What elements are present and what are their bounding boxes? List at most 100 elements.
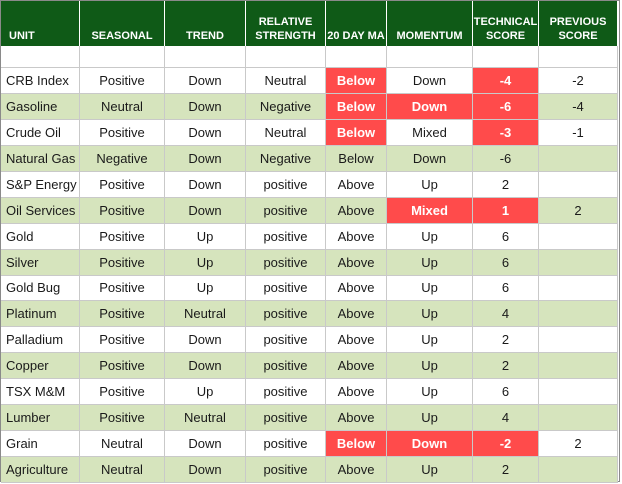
cell-unit: Crude Oil (1, 119, 80, 146)
cell-momentum: Up (387, 275, 473, 302)
cell-previous-score (539, 301, 618, 328)
cell-trend: Up (165, 249, 246, 276)
cell-technical-score: 4 (473, 405, 539, 432)
cell-seasonal: Positive (80, 249, 165, 276)
cell-previous-score: -1 (539, 119, 618, 146)
cell-trend: Down (165, 93, 246, 120)
cell-relative-strength: Negative (246, 93, 326, 120)
cell-previous-score (539, 457, 618, 483)
cell-seasonal: Positive (80, 327, 165, 354)
cell-unit: Agriculture (1, 457, 80, 483)
cell-momentum: Up (387, 301, 473, 328)
cell-previous-score (539, 353, 618, 380)
cell-unit: Grain (1, 431, 80, 458)
cell-trend: Down (165, 327, 246, 354)
cell-previous-score: -4 (539, 93, 618, 120)
cell-previous-score (539, 327, 618, 354)
cell-20-day-ma: Below (326, 93, 387, 120)
cell-technical-score: 2 (473, 171, 539, 198)
cell-technical-score: -6 (473, 145, 539, 172)
column-header-trend: TREND (165, 1, 246, 46)
cell-trend: Down (165, 457, 246, 483)
cell-previous-score (539, 223, 618, 250)
cell-20-day-ma: Below (326, 145, 387, 172)
cell-technical-score: 1 (473, 197, 539, 224)
cell-unit: Natural Gas (1, 145, 80, 172)
header-spacer (246, 46, 326, 68)
cell-technical-score: -3 (473, 119, 539, 146)
cell-unit: TSX M&M (1, 379, 80, 406)
cell-unit: Palladium (1, 327, 80, 354)
cell-technical-score: 2 (473, 353, 539, 380)
cell-20-day-ma: Above (326, 249, 387, 276)
cell-trend: Down (165, 145, 246, 172)
cell-trend: Down (165, 119, 246, 146)
cell-relative-strength: positive (246, 223, 326, 250)
cell-trend: Up (165, 379, 246, 406)
cell-seasonal: Neutral (80, 93, 165, 120)
cell-relative-strength: positive (246, 327, 326, 354)
cell-trend: Down (165, 197, 246, 224)
cell-momentum: Up (387, 457, 473, 483)
cell-20-day-ma: Above (326, 223, 387, 250)
cell-seasonal: Positive (80, 119, 165, 146)
cell-momentum: Up (387, 353, 473, 380)
cell-previous-score: 2 (539, 197, 618, 224)
cell-relative-strength: positive (246, 431, 326, 458)
cell-momentum: Down (387, 431, 473, 458)
cell-relative-strength: Neutral (246, 119, 326, 146)
cell-20-day-ma: Above (326, 275, 387, 302)
column-header-20-day-ma: 20 DAY MA (326, 1, 387, 46)
cell-previous-score: -2 (539, 68, 618, 94)
cell-technical-score: 2 (473, 457, 539, 483)
cell-momentum: Up (387, 171, 473, 198)
cell-relative-strength: positive (246, 405, 326, 432)
cell-technical-score: 6 (473, 275, 539, 302)
cell-seasonal: Neutral (80, 457, 165, 483)
cell-previous-score (539, 405, 618, 432)
cell-seasonal: Positive (80, 171, 165, 198)
cell-trend: Up (165, 275, 246, 302)
column-header-technical-score: TECHNICAL SCORE (473, 1, 539, 46)
cell-20-day-ma: Above (326, 327, 387, 354)
cell-previous-score (539, 145, 618, 172)
cell-20-day-ma: Below (326, 119, 387, 146)
cell-relative-strength: positive (246, 249, 326, 276)
header-spacer (473, 46, 539, 68)
cell-previous-score (539, 379, 618, 406)
cell-20-day-ma: Above (326, 379, 387, 406)
cell-technical-score: 6 (473, 223, 539, 250)
cell-trend: Neutral (165, 405, 246, 432)
cell-relative-strength: positive (246, 171, 326, 198)
column-header-previous-score: PREVIOUS SCORE (539, 1, 618, 46)
cell-trend: Down (165, 171, 246, 198)
cell-trend: Neutral (165, 301, 246, 328)
cell-previous-score (539, 249, 618, 276)
cell-seasonal: Positive (80, 405, 165, 432)
cell-relative-strength: positive (246, 457, 326, 483)
cell-seasonal: Positive (80, 275, 165, 302)
cell-momentum: Up (387, 249, 473, 276)
cell-momentum: Down (387, 93, 473, 120)
cell-relative-strength: positive (246, 275, 326, 302)
column-header-unit: UNIT (1, 1, 80, 46)
cell-20-day-ma: Above (326, 301, 387, 328)
cell-unit: Oil Services (1, 197, 80, 224)
cell-technical-score: 6 (473, 379, 539, 406)
cell-unit: Copper (1, 353, 80, 380)
cell-trend: Down (165, 68, 246, 94)
cell-momentum: Up (387, 223, 473, 250)
cell-momentum: Down (387, 68, 473, 94)
cell-momentum: Up (387, 327, 473, 354)
header-spacer (387, 46, 473, 68)
cell-momentum: Up (387, 379, 473, 406)
cell-momentum: Up (387, 405, 473, 432)
cell-momentum: Mixed (387, 119, 473, 146)
cell-unit: Platinum (1, 301, 80, 328)
cell-technical-score: -2 (473, 431, 539, 458)
cell-unit: CRB Index (1, 68, 80, 94)
cell-20-day-ma: Below (326, 68, 387, 94)
cell-relative-strength: positive (246, 301, 326, 328)
header-spacer (80, 46, 165, 68)
